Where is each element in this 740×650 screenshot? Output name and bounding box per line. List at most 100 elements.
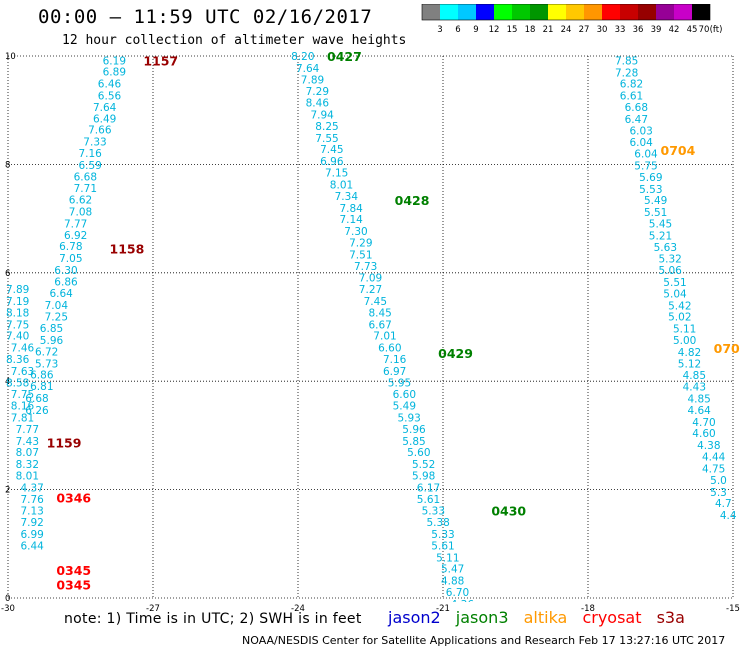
wave-height-value: 6.96 [320, 156, 344, 168]
color-scale-tick: 33 [615, 25, 626, 34]
wave-height-value: 6.04 [629, 137, 653, 149]
color-swatch [476, 4, 494, 20]
wave-height-value: 5.53 [639, 184, 662, 196]
wave-height-value: 6.85 [40, 323, 63, 335]
y-tick-label: 8 [5, 160, 10, 170]
wave-height-value: 5.63 [654, 242, 677, 254]
wave-height-value: 7.63 [11, 366, 34, 378]
color-scale-tick: 39 [651, 25, 662, 34]
wave-height-value: 6.60 [378, 343, 401, 355]
wave-height-value: 5.51 [663, 277, 686, 289]
color-scale-tick: 45 [687, 25, 698, 34]
wave-height-value: 4.4 [720, 510, 737, 522]
wave-height-value: 4.64 [687, 405, 711, 417]
time-label-altika: 0704 [661, 143, 696, 158]
wave-height-value: 5.61 [431, 540, 454, 552]
y-tick-label: 0 [5, 594, 10, 604]
wave-height-value: 5.33 [422, 506, 445, 518]
wave-height-value: 7.16 [78, 148, 102, 160]
time-label-jason3: 0427 [327, 49, 362, 64]
color-scale-tick: 15 [507, 25, 518, 34]
time-label-s3a: 1159 [47, 435, 82, 450]
wave-height-value: 7.16 [383, 354, 407, 366]
wave-height-value: 6.03 [629, 125, 652, 137]
wave-height-value: 7.71 [74, 183, 97, 195]
wave-height-value: 5.11 [673, 324, 696, 336]
color-scale-bar: 3 6 9 12 15 18 21 24 27 30 33 36 39 42 45 70 (ft) [421, 4, 723, 34]
wave-height-value: 6.59 [78, 160, 101, 172]
color-scale-tick: 42 [669, 25, 680, 34]
color-scale-tick: 21 [543, 25, 554, 34]
wave-height-value: 6.68 [625, 102, 648, 114]
color-swatch [530, 4, 548, 20]
wave-height-value: 7.92 [20, 517, 43, 529]
wave-height-value: 4.75 [702, 463, 725, 475]
wave-height-value: 8.07 [16, 447, 39, 459]
page-subtitle: 12 hour collection of altimeter wave hei… [62, 33, 407, 48]
wave-height-value: 7.40 [6, 331, 29, 343]
wave-height-value: 4.36 [451, 599, 475, 611]
wave-height-value: 5.00 [673, 335, 696, 347]
wave-height-value: 4.82 [678, 347, 701, 359]
wave-height-value: 6.04 [634, 149, 658, 161]
x-tick-label: -24 [291, 604, 305, 614]
wave-height-value: 6.56 [98, 91, 122, 103]
wave-height-value: 7.55 [315, 133, 338, 145]
y-tick-label: 2 [5, 486, 10, 496]
wave-height-value: 6.70 [446, 587, 469, 599]
color-swatch [584, 4, 602, 20]
wave-height-value: 5.12 [678, 358, 701, 370]
y-tick-label: 10 [5, 52, 16, 62]
wave-height-value: 5.49 [393, 401, 416, 413]
color-scale-tick: 36 [633, 25, 644, 34]
x-tick-label: -30 [1, 604, 15, 614]
wave-height-value: 6.60 [393, 389, 416, 401]
wave-height-value: 5.69 [639, 172, 662, 184]
wave-height-value: 5.49 [644, 195, 667, 207]
wave-height-value: 7.64 [93, 102, 117, 114]
wave-height-value: 7.43 [16, 436, 39, 448]
wave-height-value: 5.95 [388, 377, 411, 389]
time-label-s3a: 1158 [110, 241, 145, 256]
wave-height-value: 6.99 [20, 529, 43, 541]
wave-height-value: 7.01 [373, 331, 396, 343]
credit-line: NOAA/NESDIS Center for Satellite Applica… [242, 634, 726, 647]
wave-height-value: 8.20 [291, 51, 314, 63]
wave-height-value: 6.86 [54, 276, 78, 288]
wave-height-value: 6.67 [368, 319, 391, 331]
chart-grid [7, 55, 734, 599]
color-scale-tick: 27 [579, 25, 590, 34]
color-swatch [674, 4, 692, 20]
wave-height-value: 8.18 [6, 307, 29, 319]
wave-height-value: 5.32 [658, 254, 681, 266]
wave-height-value: 7.08 [69, 207, 92, 219]
wave-height-value: 7.28 [615, 67, 638, 79]
color-swatch [512, 4, 530, 20]
wave-height-value: 7.77 [16, 424, 39, 436]
wave-height-value: 8.25 [315, 121, 338, 133]
time-label-cryosat: 0345 [56, 563, 91, 578]
wave-height-value: 7.46 [11, 343, 35, 355]
wave-height-value: 5.73 [35, 358, 58, 370]
wave-height-value: 7.66 [88, 125, 112, 137]
color-scale-tick: 18 [525, 25, 536, 34]
wave-height-value: 7.81 [11, 413, 34, 425]
wave-height-value: 4.85 [683, 370, 706, 382]
wave-height-value: 8.58 [6, 377, 29, 389]
wave-height-value: 7.45 [364, 296, 387, 308]
wave-height-value: 6.26 [25, 405, 49, 417]
legend-item-jason2: jason2 [388, 608, 441, 627]
wave-height-value: 7.84 [339, 203, 363, 215]
color-scale-unit: (ft) [710, 25, 723, 34]
wave-height-value: 7.13 [20, 506, 43, 518]
x-tick-label: -21 [436, 604, 450, 614]
wave-height-value: 5.21 [649, 230, 672, 242]
legend-item-jason3: jason3 [455, 608, 509, 627]
wave-height-value: 5.75 [634, 160, 657, 172]
wave-height-value: 6.19 [103, 55, 126, 67]
color-swatch [548, 4, 566, 20]
wave-height-value: 6.86 [30, 370, 54, 382]
wave-height-value: 6.44 [20, 540, 44, 552]
wave-height-value: 6.92 [64, 230, 87, 242]
